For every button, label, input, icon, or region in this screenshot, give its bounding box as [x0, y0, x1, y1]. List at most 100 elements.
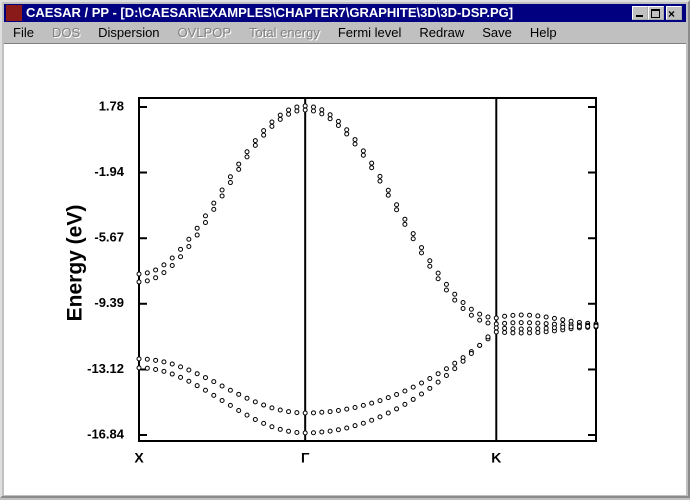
band-point	[460, 300, 466, 306]
band-point	[294, 104, 300, 110]
band-point	[593, 323, 599, 329]
y-tick-label: -9.39	[94, 295, 124, 310]
y-tick-label: -5.67	[94, 230, 124, 245]
menu-item[interactable]: Dispersion	[98, 25, 160, 40]
band-point	[394, 207, 400, 213]
band-point	[477, 342, 483, 348]
menu-item[interactable]: Save	[482, 25, 512, 40]
band-point	[510, 330, 516, 336]
band-point	[327, 428, 333, 434]
band-point	[286, 409, 292, 415]
band-point	[261, 132, 267, 138]
restore-button[interactable]	[648, 6, 664, 20]
band-point	[410, 231, 416, 237]
band-point	[194, 232, 200, 238]
band-point	[178, 364, 184, 370]
band-point	[369, 417, 375, 423]
band-point	[144, 278, 150, 284]
band-point	[518, 326, 524, 332]
band-point	[277, 112, 283, 118]
menu-item[interactable]: Fermi level	[337, 25, 402, 40]
band-point	[435, 276, 441, 282]
band-point	[493, 315, 499, 321]
band-point	[144, 270, 150, 276]
band-point	[369, 160, 375, 166]
band-point	[360, 148, 366, 154]
menu-item[interactable]: Redraw	[419, 25, 465, 40]
band-point	[344, 406, 350, 412]
band-point	[153, 275, 159, 281]
band-point	[360, 402, 366, 408]
band-point	[277, 116, 283, 122]
band-point	[493, 325, 499, 331]
band-point	[327, 112, 333, 118]
band-point	[410, 384, 416, 390]
band-point	[269, 119, 275, 125]
band-point	[535, 320, 541, 326]
band-point	[452, 297, 458, 303]
band-point	[551, 325, 557, 331]
band-point	[394, 391, 400, 397]
band-point	[510, 312, 516, 318]
band-point	[269, 405, 275, 411]
band-point	[335, 118, 341, 124]
menu-item: OVLPOP	[177, 25, 232, 40]
band-point	[510, 320, 516, 326]
band-point	[427, 258, 433, 264]
band-point	[443, 372, 449, 378]
band-point	[294, 430, 300, 436]
band-point	[460, 306, 466, 312]
band-point	[202, 220, 208, 226]
band-point	[136, 279, 142, 285]
band-point	[319, 111, 325, 117]
menu-item[interactable]: File	[13, 25, 34, 40]
band-point	[269, 123, 275, 129]
band-point	[219, 383, 225, 389]
band-point	[352, 423, 358, 429]
band-point	[153, 267, 159, 273]
band-point	[518, 312, 524, 318]
band-point	[236, 408, 242, 414]
band-point	[211, 206, 217, 212]
band-point	[419, 245, 425, 251]
band-point	[294, 410, 300, 416]
band-point	[186, 244, 192, 250]
x-tick-label: X	[134, 450, 144, 466]
y-tick-label: -1.94	[94, 164, 124, 179]
band-point	[294, 108, 300, 114]
band-point	[227, 387, 233, 393]
band-point	[178, 254, 184, 260]
band-point	[560, 324, 566, 330]
band-point	[186, 378, 192, 384]
band-point	[186, 236, 192, 242]
band-point	[443, 366, 449, 372]
menu-item[interactable]: Help	[529, 25, 557, 40]
band-point	[518, 320, 524, 326]
band-point	[535, 313, 541, 319]
band-point	[352, 141, 358, 147]
minimize-button[interactable]	[632, 6, 648, 20]
y-tick-label: -16.84	[87, 426, 125, 441]
band-point	[493, 329, 499, 335]
close-button[interactable]: ×	[666, 6, 682, 21]
band-point	[153, 366, 159, 372]
band-point	[402, 221, 408, 227]
band-point	[502, 329, 508, 335]
band-point	[535, 326, 541, 332]
band-point	[369, 400, 375, 406]
band-point	[485, 334, 491, 340]
band-point	[427, 375, 433, 381]
band-point	[385, 410, 391, 416]
chart: Energy (eV) 1.78 -1.94 -5.67 -9.39 -13.12 -16…	[64, 97, 599, 466]
band-point	[377, 178, 383, 184]
client-area: Energy (eV) 1.78 -1.94 -5.67 -9.39 -13.12 -16…	[4, 43, 686, 495]
band-point	[136, 271, 142, 277]
band-point	[527, 312, 533, 318]
band-point	[502, 320, 508, 326]
band-point	[377, 414, 383, 420]
band-point	[319, 429, 325, 435]
band-point	[227, 174, 233, 180]
band-point	[477, 317, 483, 323]
x-tick-label: K	[491, 450, 501, 466]
